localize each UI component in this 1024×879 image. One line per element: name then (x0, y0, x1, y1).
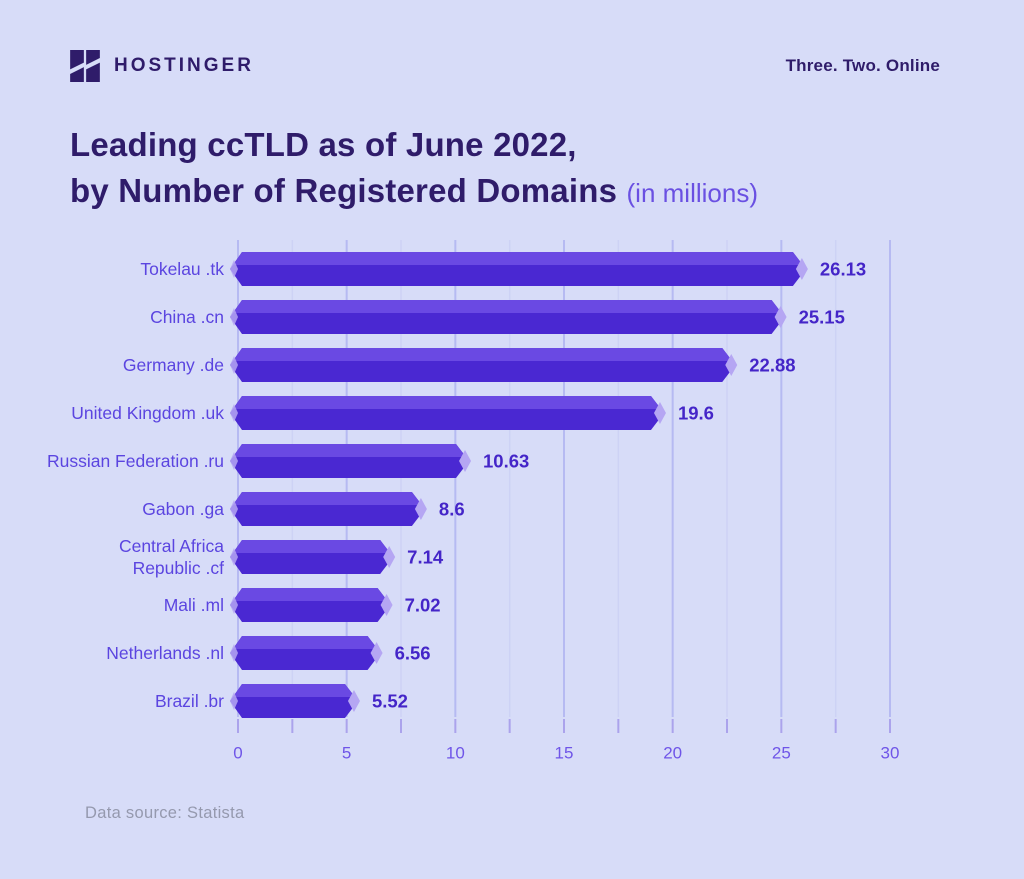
brand: HOSTINGER (70, 50, 254, 82)
bar-top-face (233, 348, 733, 361)
bar-top-face (233, 636, 378, 649)
value-label: 26.13 (820, 259, 866, 280)
bar-tip-facet (459, 450, 472, 472)
category-label: China .cn (150, 307, 224, 327)
bar-gabon-ga (230, 492, 427, 526)
axis-tick-label: 5 (342, 744, 351, 763)
brand-tagline: Three. Two. Online (785, 56, 940, 75)
bar-mali-ml (230, 588, 393, 622)
axis-tick-label: 15 (555, 744, 574, 763)
bar-top-face (233, 396, 661, 409)
category-label: Netherlands .nl (106, 643, 224, 663)
chart-title-units: (in millions) (626, 178, 758, 208)
category-label: United Kingdom .uk (71, 403, 224, 423)
bar-russian-federation-ru (230, 444, 472, 478)
bar-tip-facet (774, 306, 787, 328)
bar-china-cn (230, 300, 787, 334)
bar-left-facet (230, 404, 238, 422)
bar-germany-de (230, 348, 738, 382)
category-label: Brazil .br (155, 691, 224, 711)
bar-top-face (233, 252, 803, 265)
x-axis-labels: 0 5 10 15 20 25 30 (233, 744, 899, 763)
bar-top-face (233, 588, 388, 601)
category-label: Germany .de (123, 355, 224, 375)
bar-top-face (233, 444, 467, 457)
bar-top-face (233, 492, 422, 505)
bar-left-facet (230, 548, 238, 566)
bar-left-facet (230, 452, 238, 470)
axis-tick-label: 20 (663, 744, 682, 763)
bar-left-facet (230, 260, 238, 278)
category-label: Russian Federation .ru (47, 451, 224, 471)
bar-tip-facet (414, 498, 427, 520)
bar-top-face (233, 540, 391, 553)
axis-tick-label: 30 (881, 744, 900, 763)
data-source-note: Data source: Statista (85, 804, 245, 822)
header: HOSTINGER Three. Two. Online (70, 44, 940, 88)
value-label: 19.6 (678, 403, 714, 424)
bar-united-kingdom-uk (230, 396, 666, 430)
category-label: Central Africa Republic .cf (119, 536, 224, 578)
value-label: 22.88 (749, 355, 795, 376)
bar-tip-facet (725, 354, 738, 376)
category-label: Mali .ml (164, 595, 224, 615)
axis-tick-label: 0 (233, 744, 242, 763)
chart-title: Leading ccTLD as of June 2022, by Number… (70, 122, 758, 216)
bar-top-face (233, 684, 355, 697)
bar-tip-facet (347, 690, 360, 712)
bar-tip-facet (380, 594, 393, 616)
chart-title-line1: Leading ccTLD as of June 2022, (70, 126, 577, 163)
value-label: 7.14 (407, 547, 444, 568)
bar-left-facet (230, 692, 238, 710)
bar-left-facet (230, 500, 238, 518)
value-label: 5.52 (372, 691, 408, 712)
hostinger-logo-icon (70, 50, 100, 82)
value-label: 10.63 (483, 451, 529, 472)
category-label: Tokelau .tk (140, 259, 224, 279)
value-label: 8.6 (439, 499, 465, 520)
bar-left-facet (230, 356, 238, 374)
bar-top-face (233, 300, 782, 313)
brand-wordmark: HOSTINGER (114, 55, 254, 76)
x-axis-ticks (237, 719, 891, 733)
value-label: 25.15 (799, 307, 845, 328)
axis-tick-label: 25 (772, 744, 791, 763)
bar-tokelau-tk (230, 252, 808, 286)
value-label: 7.02 (405, 595, 441, 616)
bar-left-facet (230, 596, 238, 614)
bar-left-facet (230, 308, 238, 326)
category-label: Gabon .ga (142, 499, 224, 519)
bar-brazil-br (230, 684, 360, 718)
axis-tick-label: 10 (446, 744, 465, 763)
chart-title-line2: by Number of Registered Domains (70, 172, 618, 209)
bar-tip-facet (795, 258, 808, 280)
bar-tip-facet (383, 546, 396, 568)
bar-left-facet (230, 644, 238, 662)
bar-netherlands-nl (230, 636, 383, 670)
bar-tip-facet (370, 642, 383, 664)
bar-central-africa-republic-cf (230, 540, 396, 574)
bar-tip-facet (653, 402, 666, 424)
value-label: 6.56 (395, 643, 431, 664)
